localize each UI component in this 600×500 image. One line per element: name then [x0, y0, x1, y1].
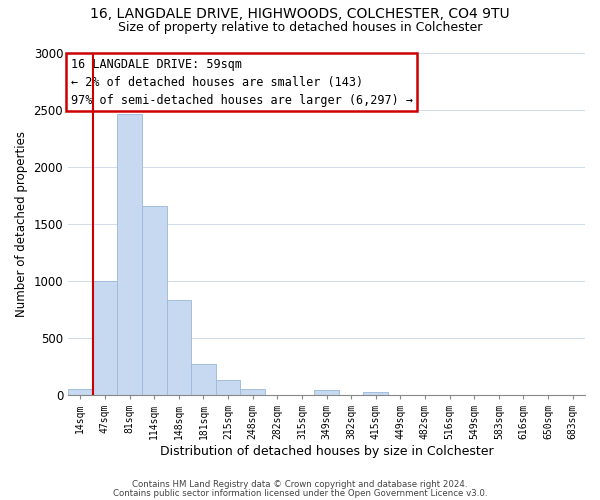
Y-axis label: Number of detached properties: Number of detached properties — [15, 130, 28, 316]
Bar — [117, 114, 142, 394]
Bar — [314, 390, 339, 394]
Text: Contains public sector information licensed under the Open Government Licence v3: Contains public sector information licen… — [113, 488, 487, 498]
Bar — [142, 206, 167, 394]
Bar — [92, 280, 117, 394]
Text: Contains HM Land Registry data © Crown copyright and database right 2024.: Contains HM Land Registry data © Crown c… — [132, 480, 468, 489]
Bar — [191, 364, 216, 394]
Text: Size of property relative to detached houses in Colchester: Size of property relative to detached ho… — [118, 21, 482, 34]
Bar — [364, 392, 388, 394]
X-axis label: Distribution of detached houses by size in Colchester: Distribution of detached houses by size … — [160, 444, 493, 458]
Bar — [241, 389, 265, 394]
Bar — [216, 380, 241, 394]
Text: 16, LANGDALE DRIVE, HIGHWOODS, COLCHESTER, CO4 9TU: 16, LANGDALE DRIVE, HIGHWOODS, COLCHESTE… — [90, 8, 510, 22]
Text: 16 LANGDALE DRIVE: 59sqm
← 2% of detached houses are smaller (143)
97% of semi-d: 16 LANGDALE DRIVE: 59sqm ← 2% of detache… — [71, 58, 413, 106]
Bar — [167, 300, 191, 394]
Bar — [68, 389, 92, 394]
